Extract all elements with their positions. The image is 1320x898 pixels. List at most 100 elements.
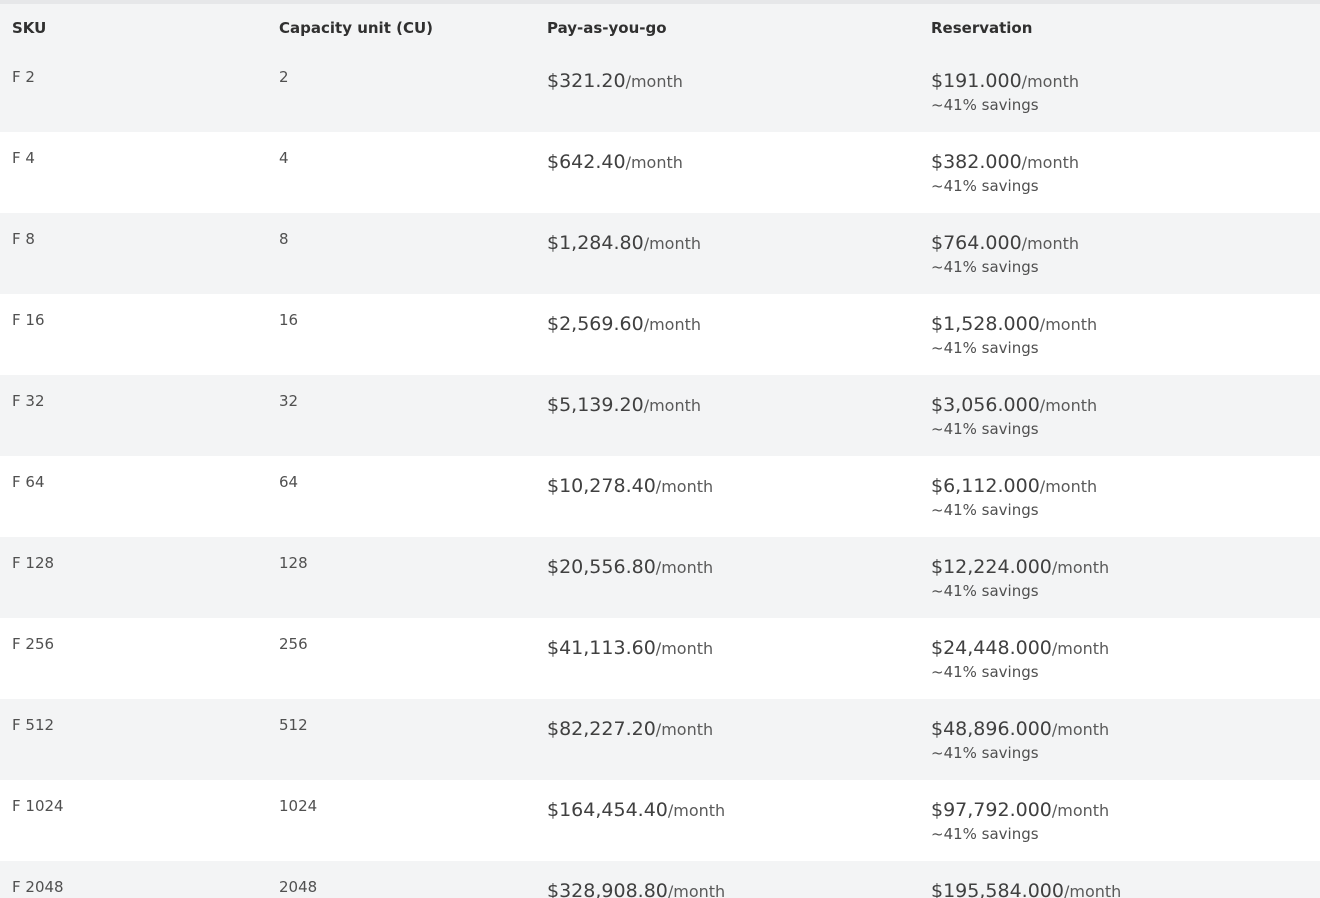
capacity-unit-cell: 16 [279, 311, 299, 329]
sku-cell: F 64 [12, 473, 45, 491]
table-row: F 256 256 $41,113.60/month $24,448.000/mont… [0, 618, 1320, 699]
pay-as-you-go-cell: $321.20/month [547, 69, 683, 94]
table-row: F 32 32 $5,139.20/month $3,056.000/month ~41… [0, 375, 1320, 456]
pay-as-you-go-price: $82,227.20 [547, 718, 656, 740]
pay-as-you-go-cell: $10,278.40/month [547, 474, 713, 499]
pay-as-you-go-price: $41,113.60 [547, 637, 656, 659]
pay-as-you-go-cell: $2,569.60/month [547, 312, 701, 337]
capacity-unit-cell: 512 [279, 716, 308, 734]
sku-cell: F 2 [12, 68, 35, 86]
pay-as-you-go-cell: $328,908.80/month [547, 879, 725, 898]
pay-as-you-go-price: $321.20 [547, 70, 626, 92]
capacity-unit-cell: 128 [279, 554, 308, 572]
reservation-price: $12,224.000 [931, 556, 1052, 578]
reservation-price: $764.000 [931, 232, 1022, 254]
reservation-price: $195,584.000 [931, 880, 1064, 898]
sku-cell: F 8 [12, 230, 35, 248]
reservation-unit: /month [1021, 153, 1079, 172]
capacity-unit-cell: 32 [279, 392, 299, 410]
pay-as-you-go-unit: /month [625, 72, 683, 91]
sku-cell: F 2048 [12, 878, 64, 896]
table-row: F 2 2 $321.20/month $191.000/month ~41% savi… [0, 51, 1320, 132]
pay-as-you-go-unit: /month [655, 639, 714, 658]
pay-as-you-go-cell: $164,454.40/month [547, 798, 725, 823]
capacity-unit-cell: 64 [279, 473, 299, 491]
table-body: F 2 2 $321.20/month $191.000/month ~41% savi… [0, 51, 1320, 898]
reservation-unit: /month [1039, 396, 1098, 415]
reservation-price: $1,528.000 [931, 313, 1040, 335]
reservation-cell: $97,792.000/month ~41% savings [931, 798, 1109, 843]
reservation-savings: ~41% savings [931, 339, 1039, 357]
reservation-unit: /month [1039, 477, 1098, 496]
pay-as-you-go-cell: $5,139.20/month [547, 393, 701, 418]
reservation-price: $48,896.000 [931, 718, 1052, 740]
reservation-price: $382.000 [931, 151, 1022, 173]
reservation-cell: $12,224.000/month ~41% savings [931, 555, 1109, 600]
reservation-savings: ~41% savings [931, 744, 1039, 762]
reservation-cell: $764.000/month ~41% savings [931, 231, 1079, 276]
pay-as-you-go-price: $164,454.40 [547, 799, 668, 821]
sku-cell: F 512 [12, 716, 55, 734]
pay-as-you-go-cell: $642.40/month [547, 150, 683, 175]
pay-as-you-go-price: $1,284.80 [547, 232, 644, 254]
reservation-price: $3,056.000 [931, 394, 1040, 416]
reservation-savings: ~41% savings [931, 582, 1039, 600]
pay-as-you-go-price: $20,556.80 [547, 556, 656, 578]
pay-as-you-go-price: $5,139.20 [547, 394, 644, 416]
sku-cell: F 1024 [12, 797, 64, 815]
reservation-savings: ~41% savings [931, 663, 1039, 681]
table-row: F 1024 1024 $164,454.40/month $97,792.000/m… [0, 780, 1320, 861]
reservation-savings: ~41% savings [931, 420, 1039, 438]
pay-as-you-go-unit: /month [655, 558, 714, 577]
pay-as-you-go-price: $10,278.40 [547, 475, 656, 497]
pay-as-you-go-cell: $1,284.80/month [547, 231, 701, 256]
reservation-price: $24,448.000 [931, 637, 1052, 659]
reservation-unit: /month [1063, 882, 1122, 898]
sku-cell: F 32 [12, 392, 45, 410]
column-header-capacity-unit: Capacity unit (CU) [279, 19, 433, 37]
reservation-savings: ~41% savings [931, 177, 1039, 195]
pay-as-you-go-unit: /month [667, 882, 726, 898]
capacity-unit-cell: 1024 [279, 797, 318, 815]
sku-cell: F 16 [12, 311, 45, 329]
pay-as-you-go-unit: /month [643, 315, 702, 334]
reservation-cell: $1,528.000/month ~41% savings [931, 312, 1097, 357]
column-header-reservation: Reservation [931, 19, 1033, 37]
table-row: F 2048 2048 $328,908.80/month $195,584.000/… [0, 861, 1320, 898]
reservation-unit: /month [1039, 315, 1098, 334]
table-row: F 4 4 $642.40/month $382.000/month ~41% savi… [0, 132, 1320, 213]
pay-as-you-go-unit: /month [655, 477, 714, 496]
pay-as-you-go-price: $2,569.60 [547, 313, 644, 335]
reservation-cell: $48,896.000/month ~41% savings [931, 717, 1109, 762]
reservation-unit: /month [1051, 720, 1110, 739]
pay-as-you-go-unit: /month [625, 153, 683, 172]
column-header-sku: SKU [12, 19, 47, 37]
pay-as-you-go-cell: $20,556.80/month [547, 555, 713, 580]
reservation-price: $191.000 [931, 70, 1022, 92]
reservation-cell: $195,584.000/month [931, 879, 1121, 898]
table-row: F 16 16 $2,569.60/month $1,528.000/month ~41… [0, 294, 1320, 375]
reservation-unit: /month [1021, 72, 1079, 91]
capacity-unit-cell: 8 [279, 230, 289, 248]
table-row: F 128 128 $20,556.80/month $12,224.000/mont… [0, 537, 1320, 618]
pay-as-you-go-unit: /month [643, 396, 702, 415]
table-row: F 512 512 $82,227.20/month $48,896.000/mont… [0, 699, 1320, 780]
capacity-unit-cell: 256 [279, 635, 308, 653]
table-row: F 8 8 $1,284.80/month $764.000/month ~41% sa… [0, 213, 1320, 294]
pay-as-you-go-unit: /month [667, 801, 726, 820]
capacity-unit-cell: 2048 [279, 878, 318, 896]
reservation-unit: /month [1051, 801, 1110, 820]
pay-as-you-go-cell: $82,227.20/month [547, 717, 713, 742]
pay-as-you-go-price: $642.40 [547, 151, 626, 173]
capacity-unit-cell: 4 [279, 149, 289, 167]
reservation-cell: $191.000/month ~41% savings [931, 69, 1079, 114]
reservation-unit: /month [1051, 639, 1110, 658]
reservation-savings: ~41% savings [931, 501, 1039, 519]
sku-cell: F 256 [12, 635, 55, 653]
reservation-savings: ~41% savings [931, 258, 1039, 276]
pay-as-you-go-unit: /month [643, 234, 702, 253]
table-header-row: SKU Capacity unit (CU) Pay-as-you-go Res… [0, 4, 1320, 51]
reservation-unit: /month [1051, 558, 1110, 577]
reservation-price: $97,792.000 [931, 799, 1052, 821]
